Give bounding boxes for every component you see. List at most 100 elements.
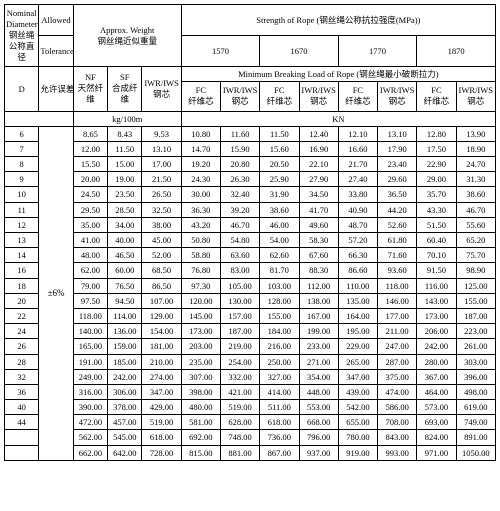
hdr-strength-1670: 1670: [260, 36, 339, 67]
cell-strength: 17.50: [417, 141, 456, 156]
cell-weight: 165.00: [73, 339, 107, 354]
cell-strength: 38.60: [260, 202, 299, 217]
hdr-FC-4: FC纤维芯: [417, 82, 456, 111]
cell-strength: 708.00: [378, 415, 417, 430]
cell-weight: 12.00: [73, 141, 107, 156]
table-row: 662.00642.00728.00815.00881.00867.00937.…: [5, 445, 496, 460]
cell-strength: 27.90: [299, 172, 338, 187]
cell-strength: 63.60: [220, 248, 259, 263]
cell-strength: 13.90: [456, 126, 495, 141]
cell-weight: 24.50: [73, 187, 107, 202]
hdr-D: D: [5, 67, 39, 111]
hdr-tolerance-zh: 允许误差: [39, 67, 73, 111]
cell-strength: 75.70: [456, 248, 495, 263]
cell-strength: 18.90: [456, 141, 495, 156]
cell-strength: 21.70: [338, 157, 377, 172]
cell-strength: 105.00: [220, 278, 259, 293]
cell-strength: 184.00: [260, 324, 299, 339]
cell-strength: 128.00: [260, 293, 299, 308]
cell-strength: 25.90: [260, 172, 299, 187]
cell-weight: 728.00: [142, 445, 181, 460]
table-row: 1235.0034.0038.0043.2046.7046.0049.6048.…: [5, 217, 496, 232]
cell-strength: 628.00: [220, 415, 259, 430]
cell-weight: 8.43: [108, 126, 142, 141]
cell-strength: 39.20: [220, 202, 259, 217]
spec-table: Nominal Diameter钢丝绳公称直径 Allowed Approx. …: [4, 4, 496, 461]
cell-weight: 76.50: [108, 278, 142, 293]
cell-strength: 98.90: [456, 263, 495, 278]
cell-weight: 20.00: [73, 172, 107, 187]
cell-diameter: 26: [5, 339, 39, 354]
cell-strength: 11.50: [260, 126, 299, 141]
table-row: 1129.5028.5032.5036.3039.2038.6041.7040.…: [5, 202, 496, 217]
cell-strength: 10.80: [181, 126, 220, 141]
cell-strength: 247.00: [378, 339, 417, 354]
cell-strength: 49.60: [299, 217, 338, 232]
hdr-NF: NF天然纤维: [73, 67, 107, 111]
cell-strength: 993.00: [378, 445, 417, 460]
cell-strength: 164.00: [338, 308, 377, 323]
cell-strength: 17.90: [378, 141, 417, 156]
cell-weight: 68.50: [142, 263, 181, 278]
cell-strength: 749.00: [456, 415, 495, 430]
cell-weight: 32.50: [142, 202, 181, 217]
table-body: 6±6%8.658.439.5310.8011.6011.5012.4012.1…: [5, 126, 496, 460]
cell-strength: 327.00: [260, 369, 299, 384]
cell-strength: 29.60: [378, 172, 417, 187]
cell-strength: 155.00: [456, 293, 495, 308]
cell-strength: 103.00: [260, 278, 299, 293]
cell-diameter: [5, 445, 39, 460]
cell-strength: 187.00: [456, 308, 495, 323]
cell-strength: 235.00: [181, 354, 220, 369]
cell-weight: 9.53: [142, 126, 181, 141]
cell-diameter: 28: [5, 354, 39, 369]
cell-strength: 261.00: [456, 339, 495, 354]
cell-weight: 11.50: [108, 141, 142, 156]
cell-strength: 19.20: [181, 157, 220, 172]
cell-weight: 19.00: [108, 172, 142, 187]
table-row: 1341.0040.0045.0050.8054.8054.0058.3057.…: [5, 233, 496, 248]
cell-weight: 562.00: [73, 430, 107, 445]
cell-strength: 692.00: [181, 430, 220, 445]
cell-strength: 46.70: [220, 217, 259, 232]
cell-weight: 306.00: [108, 384, 142, 399]
cell-strength: 971.00: [417, 445, 456, 460]
cell-weight: 519.00: [142, 415, 181, 430]
cell-weight: 94.50: [108, 293, 142, 308]
cell-weight: 249.00: [73, 369, 107, 384]
cell-diameter: 10: [5, 187, 39, 202]
hdr-FC-1: FC纤维芯: [181, 82, 220, 111]
cell-strength: 138.00: [299, 293, 338, 308]
cell-diameter: 40: [5, 400, 39, 415]
cell-strength: 58.80: [181, 248, 220, 263]
cell-weight: 136.00: [108, 324, 142, 339]
cell-diameter: 18: [5, 278, 39, 293]
cell-weight: 140.00: [73, 324, 107, 339]
cell-strength: 46.70: [456, 202, 495, 217]
hdr-IWR-3: IWR/IWS钢芯: [378, 82, 417, 111]
cell-weight: 97.50: [73, 293, 107, 308]
cell-strength: 12.40: [299, 126, 338, 141]
cell-strength: 12.10: [338, 126, 377, 141]
cell-diameter: 32: [5, 369, 39, 384]
cell-strength: 187.00: [220, 324, 259, 339]
cell-strength: 867.00: [260, 445, 299, 460]
cell-strength: 36.50: [378, 187, 417, 202]
cell-weight: 15.00: [108, 157, 142, 172]
cell-strength: 265.00: [338, 354, 377, 369]
cell-strength: 22.10: [299, 157, 338, 172]
cell-strength: 354.00: [299, 369, 338, 384]
cell-strength: 619.00: [456, 400, 495, 415]
cell-strength: 57.20: [338, 233, 377, 248]
table-row: 22118.00114.00129.00145.00157.00155.0016…: [5, 308, 496, 323]
cell-strength: 307.00: [181, 369, 220, 384]
hdr-approx-weight: Approx. Weight钢丝绳近似重量: [73, 5, 181, 67]
hdr-nominal-diameter: Nominal Diameter钢丝绳公称直径: [5, 5, 39, 67]
cell-diameter: [5, 430, 39, 445]
cell-strength: 11.60: [220, 126, 259, 141]
cell-weight: 86.50: [142, 278, 181, 293]
cell-weight: 191.00: [73, 354, 107, 369]
cell-strength: 167.00: [299, 308, 338, 323]
cell-strength: 20.80: [220, 157, 259, 172]
hdr-min-breaking: Minimum Breaking Load of Rope (钢丝绳最小破断拉力…: [181, 67, 495, 82]
